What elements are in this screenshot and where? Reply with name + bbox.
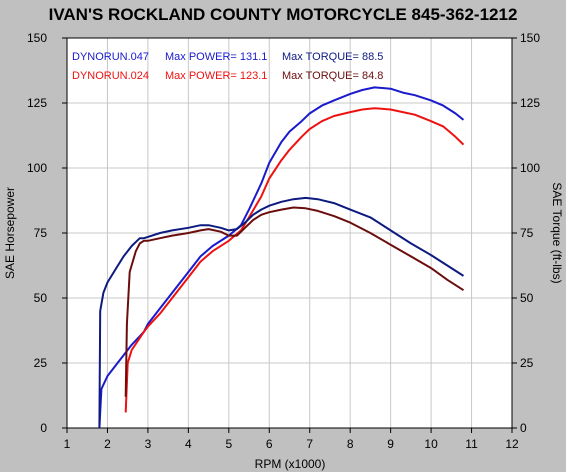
legend-max-torque: Max TORQUE= 88.5 <box>282 51 383 63</box>
x-tick-label: 1 <box>64 437 71 451</box>
legend-max-power: Max POWER= 131.1 <box>165 51 267 63</box>
x-tick-label: 4 <box>185 437 192 451</box>
series-line-horsepower-dynorun-024 <box>124 107 465 413</box>
y-left-tick-label: 25 <box>34 356 48 370</box>
x-tick-label: 9 <box>387 437 394 451</box>
y-left-tick-label: 0 <box>40 421 47 435</box>
series-line-torque-dynorun-024 <box>124 206 465 397</box>
y-right-tick-label: 125 <box>520 96 540 110</box>
y-axis-label-right: SAE Torque (ft-lbs) <box>550 182 564 283</box>
y-right-tick-label: 0 <box>520 421 527 435</box>
x-tick-label: 6 <box>266 437 273 451</box>
y-right-tick-label: 50 <box>520 291 534 305</box>
x-tick-label: 10 <box>424 437 438 451</box>
x-tick-label: 8 <box>347 437 354 451</box>
legend-max-power: Max POWER= 123.1 <box>165 70 267 82</box>
y-axis-label-left: SAE Horsepower <box>3 187 17 279</box>
x-axis-label: RPM (x1000) <box>255 457 326 471</box>
y-left-tick-label: 75 <box>34 226 48 240</box>
y-left-tick-label: 100 <box>27 161 47 175</box>
y-left-tick-label: 125 <box>27 96 47 110</box>
x-tick-label: 2 <box>104 437 111 451</box>
x-tick-label: 12 <box>505 437 519 451</box>
series-line-torque-dynorun-047 <box>98 196 465 429</box>
chart-title: IVAN'S ROCKLAND COUNTY MOTORCYCLE 845-36… <box>49 5 518 24</box>
y-right-tick-label: 25 <box>520 356 534 370</box>
y-left-tick-label: 150 <box>27 31 47 45</box>
legend-run-name: DYNORUN.047 <box>72 51 149 63</box>
y-right-tick-label: 150 <box>520 31 540 45</box>
legend-run-name: DYNORUN.024 <box>72 70 149 82</box>
x-tick-label: 3 <box>145 437 152 451</box>
x-tick-label: 11 <box>465 437 478 451</box>
y-right-tick-label: 100 <box>520 161 540 175</box>
y-right-tick-label: 75 <box>520 226 534 240</box>
legend-max-torque: Max TORQUE= 84.8 <box>282 70 383 82</box>
x-tick-label: 7 <box>306 437 313 451</box>
y-left-tick-label: 50 <box>34 291 48 305</box>
x-tick-label: 5 <box>225 437 232 451</box>
